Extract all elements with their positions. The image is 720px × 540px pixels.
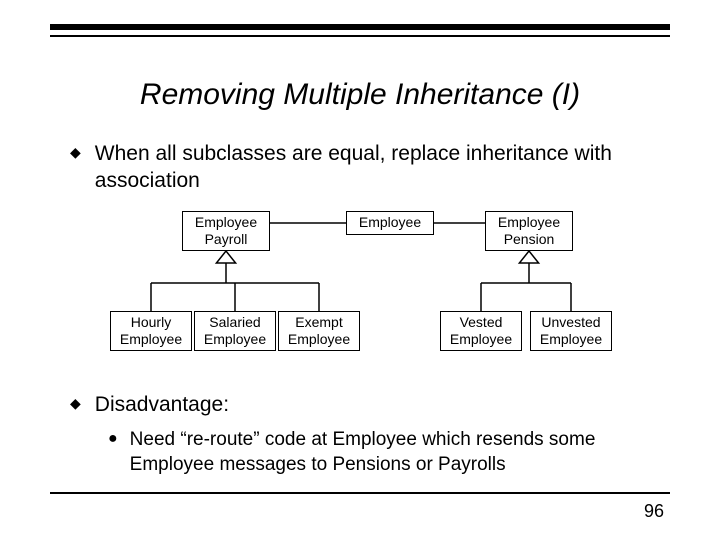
bullet-1: ◆ When all subclasses are equal, replace… [70, 140, 660, 195]
diagram-box-emp-pension: EmployeePension [485, 211, 573, 251]
page-number: 96 [644, 501, 664, 522]
slide-bottom-border [50, 492, 670, 494]
bullet-2: ◆ Disadvantage: [70, 391, 660, 418]
inheritance-diagram: EmployeePayroll Employee EmployeePension Ho… [70, 211, 660, 371]
slide-top-border-thin [50, 35, 670, 37]
sub-bullet-1: ● Need “re-route” code at Employee which… [108, 428, 660, 477]
diagram-box-unvested: UnvestedEmployee [530, 311, 612, 351]
sub-bullet-1-text: Need “re-route” code at Employee which r… [130, 428, 660, 477]
diagram-box-vested: VestedEmployee [440, 311, 522, 351]
slide-top-border-thick [50, 24, 670, 30]
dot-bullet-icon: ● [108, 430, 118, 448]
diamond-bullet-icon: ◆ [70, 144, 81, 161]
slide-content: ◆ When all subclasses are equal, replace… [70, 140, 660, 477]
diamond-bullet-icon: ◆ [70, 395, 81, 412]
slide-title: Removing Multiple Inheritance (I) [50, 78, 670, 112]
diagram-box-exempt: ExemptEmployee [278, 311, 360, 351]
bullet-2-text: Disadvantage: [95, 391, 229, 418]
diagram-box-emp-payroll: EmployeePayroll [182, 211, 270, 251]
diagram-box-salaried: SalariedEmployee [194, 311, 276, 351]
diagram-box-hourly: HourlyEmployee [110, 311, 192, 351]
bullet-1-text: When all subclasses are equal, replace i… [95, 140, 660, 195]
diagram-box-employee: Employee [346, 211, 434, 235]
